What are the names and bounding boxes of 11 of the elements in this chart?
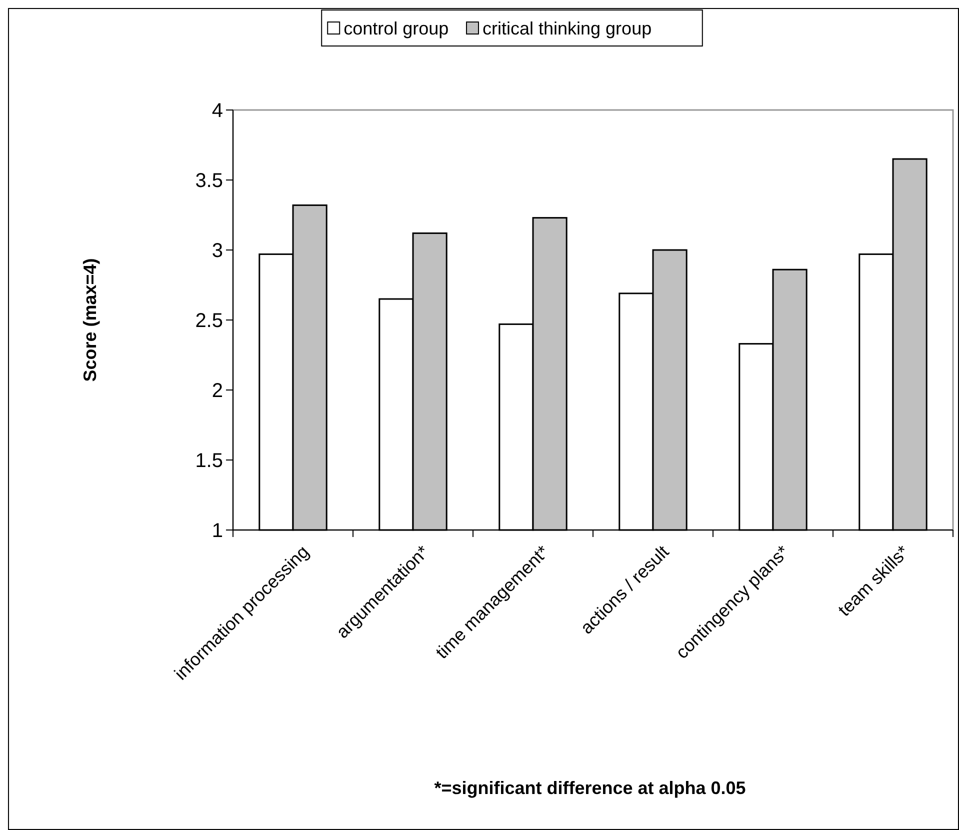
legend-label: critical thinking group: [482, 18, 652, 38]
y-tick-label: 2.5: [195, 310, 223, 332]
y-tick-label: 2: [212, 380, 223, 402]
y-tick-label: 1.5: [195, 450, 223, 472]
y-tick-label: 3.5: [195, 170, 223, 192]
legend-label: control group: [344, 18, 449, 38]
y-axis-title: Score (max=4): [80, 258, 100, 382]
y-tick-label: 3: [212, 240, 223, 262]
y-tick-label: 4: [212, 100, 223, 122]
text: *=significant difference at alpha 0.05: [434, 778, 746, 798]
y-tick-label: 1: [212, 520, 223, 542]
